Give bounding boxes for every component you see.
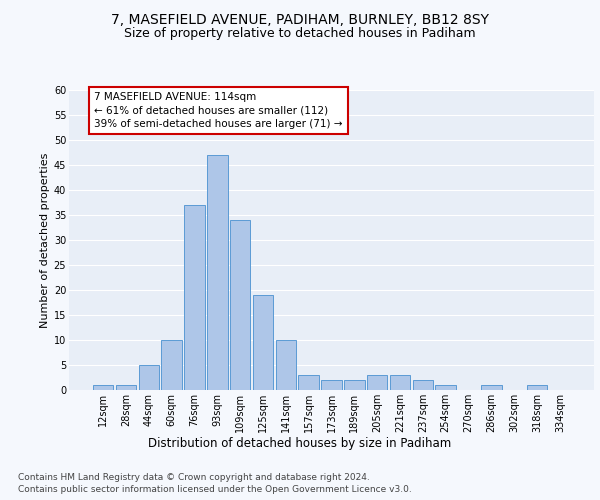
Text: Contains HM Land Registry data © Crown copyright and database right 2024.: Contains HM Land Registry data © Crown c… [18, 472, 370, 482]
Bar [230, 220, 250, 390]
Bar [116, 385, 136, 390]
Bar [184, 205, 205, 390]
Bar [527, 385, 547, 390]
Bar [275, 340, 296, 390]
Bar [207, 155, 227, 390]
Text: Contains public sector information licensed under the Open Government Licence v3: Contains public sector information licen… [18, 485, 412, 494]
Text: Distribution of detached houses by size in Padiham: Distribution of detached houses by size … [148, 438, 452, 450]
Bar [161, 340, 182, 390]
Bar [413, 380, 433, 390]
Bar [436, 385, 456, 390]
Text: 7 MASEFIELD AVENUE: 114sqm
← 61% of detached houses are smaller (112)
39% of sem: 7 MASEFIELD AVENUE: 114sqm ← 61% of deta… [94, 92, 343, 129]
Text: 7, MASEFIELD AVENUE, PADIHAM, BURNLEY, BB12 8SY: 7, MASEFIELD AVENUE, PADIHAM, BURNLEY, B… [111, 12, 489, 26]
Bar [390, 375, 410, 390]
Text: Size of property relative to detached houses in Padiham: Size of property relative to detached ho… [124, 28, 476, 40]
Bar [367, 375, 388, 390]
Bar [481, 385, 502, 390]
Bar [139, 365, 159, 390]
Y-axis label: Number of detached properties: Number of detached properties [40, 152, 50, 328]
Bar [93, 385, 113, 390]
Bar [321, 380, 342, 390]
Bar [344, 380, 365, 390]
Bar [253, 295, 273, 390]
Bar [298, 375, 319, 390]
